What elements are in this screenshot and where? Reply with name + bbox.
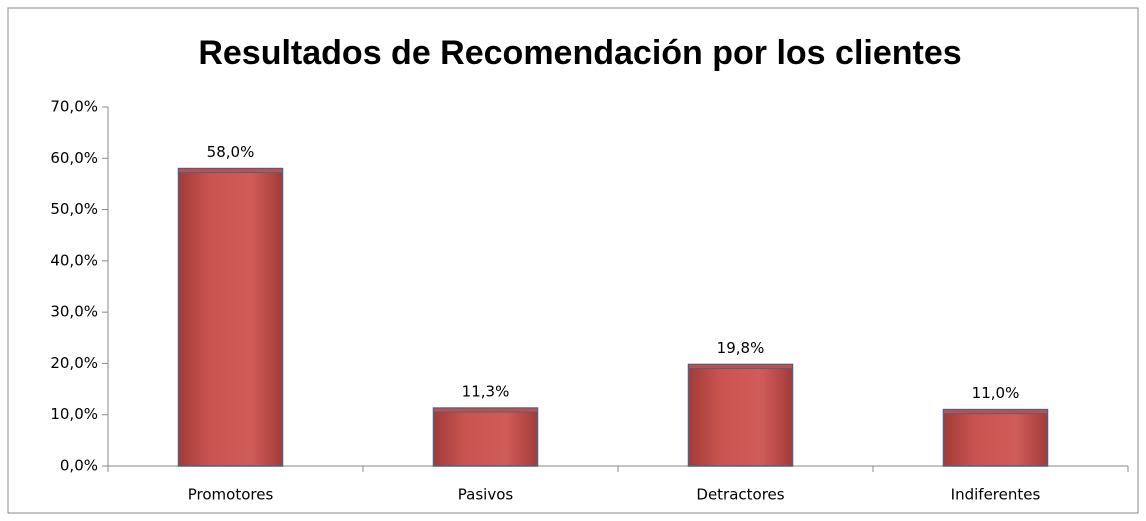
bar-top — [433, 407, 538, 413]
bar-top — [688, 363, 793, 369]
y-tick-label: 50,0% — [50, 200, 98, 218]
bar-top — [943, 409, 1048, 415]
y-tick-label: 30,0% — [50, 303, 98, 321]
data-label: 19,8% — [717, 339, 765, 357]
x-tick-label: Detractores — [696, 486, 784, 504]
x-tick-label: Promotores — [188, 486, 274, 504]
x-tick-label: Indiferentes — [951, 486, 1041, 504]
data-label: 58,0% — [207, 143, 255, 161]
y-tick-label: 40,0% — [50, 251, 98, 269]
x-tick-label: Pasivos — [458, 486, 514, 504]
data-label: 11,0% — [972, 384, 1020, 402]
bar — [687, 363, 794, 467]
y-tick-label: 0,0% — [60, 457, 98, 475]
bar — [177, 167, 284, 467]
y-tick-label: 20,0% — [50, 354, 98, 372]
y-tick-label: 70,0% — [50, 98, 98, 116]
bar — [432, 407, 539, 467]
y-tick-label: 60,0% — [50, 149, 98, 167]
bar — [942, 408, 1049, 467]
y-tick-label: 10,0% — [50, 405, 98, 423]
data-label: 11,3% — [462, 383, 510, 401]
bar-top — [178, 168, 283, 174]
chart-title: Resultados de Recomendación por los clie… — [198, 34, 961, 72]
